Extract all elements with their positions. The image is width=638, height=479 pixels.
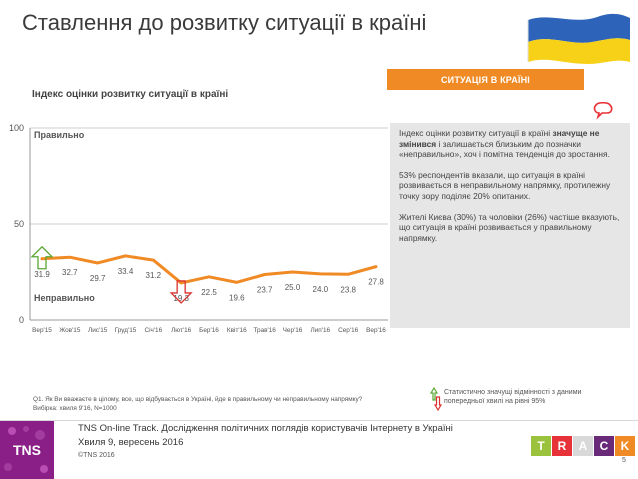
significant-decrease-arrow (169, 280, 193, 304)
data-label: 25.0 (285, 283, 301, 292)
data-label: 31.2 (146, 271, 162, 280)
summary-paragraph-1: Індекс оцінки розвитку ситуації в країні… (399, 128, 610, 160)
x-tick-label: Трав'16 (253, 327, 276, 334)
x-tick-label: Січ'16 (144, 326, 162, 334)
sample-text: Вибірка: хвиля 9'16, N=1000 (33, 404, 117, 412)
data-label: 19.3 (173, 294, 189, 303)
footer-divider (0, 420, 638, 421)
track-letter-r: R (552, 436, 572, 456)
x-tick-label: Чер'16 (283, 327, 303, 334)
summary-box: Індекс оцінки розвитку ситуації в країні… (390, 123, 630, 328)
x-tick-label: Лип'16 (311, 327, 331, 334)
data-label: 19.6 (229, 293, 245, 302)
data-label: 32.7 (62, 268, 78, 277)
y-tick-label: 50 (14, 219, 24, 229)
summary-paragraph-3: Жителі Києва (30%) та чоловіки (26%) час… (399, 211, 620, 243)
page-number: 5 (622, 457, 626, 464)
y-tick-label: 0 (19, 315, 24, 325)
data-label: 29.7 (90, 274, 106, 283)
chart-subtitle: Індекс оцінки розвитку ситуації в країні (32, 89, 229, 100)
track-letter-k: K (615, 436, 635, 456)
data-label: 23.7 (257, 285, 273, 294)
data-label: 24.0 (313, 285, 329, 294)
data-label: 27.8 (368, 278, 384, 287)
track-letter-a: A (573, 436, 593, 456)
track-letter-c: C (594, 436, 614, 456)
zone-label-top: Правильно (34, 130, 85, 140)
data-label: 31.9 (34, 270, 50, 279)
section-badge: СИТУАЦІЯ В КРАЇНІ (387, 69, 584, 90)
x-tick-label: Жов'15 (59, 327, 81, 334)
x-tick-label: Груд'15 (115, 327, 137, 334)
track-logo: T R A C K (531, 436, 635, 456)
data-label: 33.4 (118, 267, 134, 276)
significance-arrows-icon (429, 386, 444, 412)
question-note: Q1. Як Ви вважаєте в цілому, все, що від… (33, 396, 413, 413)
footer-copyright: ©TNS 2016 (78, 452, 115, 459)
legend-text: Статистично значущі відмінності з даними… (444, 389, 582, 405)
zone-label-bottom: Неправильно (34, 293, 95, 303)
significant-increase-arrow (30, 245, 54, 270)
significance-legend: Статистично значущі відмінності з даними… (429, 386, 620, 412)
tns-logo-text: TNS (13, 442, 41, 458)
x-tick-label: Бер'16 (199, 327, 219, 334)
page-title: Ставлення до розвитку ситуації в країні (22, 10, 427, 35)
x-tick-label: Сер'16 (338, 327, 358, 334)
data-label: 23.8 (340, 285, 356, 294)
x-tick-label: Лют'16 (171, 327, 192, 334)
data-label: 22.5 (201, 288, 217, 297)
x-tick-label: Вер'15 (32, 327, 52, 334)
footer-study-title: TNS On-line Track. Дослідження політични… (78, 423, 453, 434)
x-tick-label: Лис'15 (88, 327, 108, 334)
x-tick-label: Вер'16 (366, 327, 386, 334)
question-text: Q1. Як Ви вважаєте в цілому, все, що від… (33, 396, 363, 403)
y-tick-label: 100 (9, 123, 24, 133)
x-tick-label: Квіт'16 (227, 326, 247, 334)
summary-paragraph-2: 53% респондентів вказали, що ситуація в … (399, 169, 611, 201)
ukraine-flag-image (520, 6, 632, 66)
chat-bubble-icon (592, 101, 614, 120)
tns-logo: TNS (0, 421, 54, 479)
index-line-chart: Правильно Неправильно 0 50 100 Вер'15 Жов'1… (0, 118, 395, 338)
track-letter-t: T (531, 436, 551, 456)
footer-wave: Хвиля 9, вересень 2016 (78, 437, 184, 448)
series-line (40, 254, 378, 285)
